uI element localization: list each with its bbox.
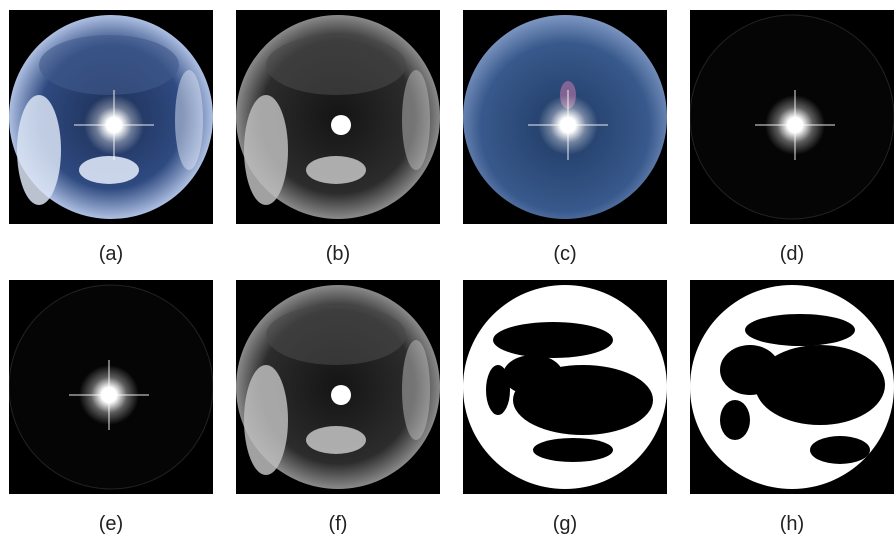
sky-image [9,280,213,494]
cloud [244,95,288,205]
sky-image [236,280,440,494]
cloud [175,70,203,170]
cloud [17,95,61,205]
cloud [402,70,430,170]
cloud [306,426,366,454]
cloud-mask [503,355,563,395]
sky-image [690,280,894,494]
cloud-mask [720,400,750,440]
panel [690,10,894,224]
cloud-mask [720,345,780,395]
panel-label: (h) [690,513,894,536]
panel [463,10,667,224]
cloud [244,365,288,475]
cloud-mask [810,436,870,464]
cloud-mask [745,314,855,346]
sky-image [9,10,213,224]
sun [331,115,351,135]
panel-label: (a) [9,243,213,266]
panel [690,280,894,494]
panel-label: (f) [236,513,440,536]
panel [236,10,440,224]
figure: (a)(b)(c)(d)(e)(f)(g)(h) (() => { const … [0,0,894,536]
panel [9,280,213,494]
panel-label: (c) [463,243,667,266]
cloud [79,156,139,184]
panel-label: (b) [236,243,440,266]
panel [9,10,213,224]
cloud [39,35,179,95]
sky-image [463,10,667,224]
cloud [306,156,366,184]
panel [463,280,667,494]
cloud-mask [493,322,613,358]
sky-image [690,10,894,224]
sky-image [236,10,440,224]
panel-label: (e) [9,513,213,536]
cloud-mask [533,438,613,462]
cloud [402,340,430,440]
sun [331,385,351,405]
sky-image [463,280,667,494]
cloud [266,35,406,95]
cloud-mask [486,365,510,415]
panel-label: (g) [463,513,667,536]
panel-label: (d) [690,243,894,266]
panel [236,280,440,494]
cloud [266,305,406,365]
